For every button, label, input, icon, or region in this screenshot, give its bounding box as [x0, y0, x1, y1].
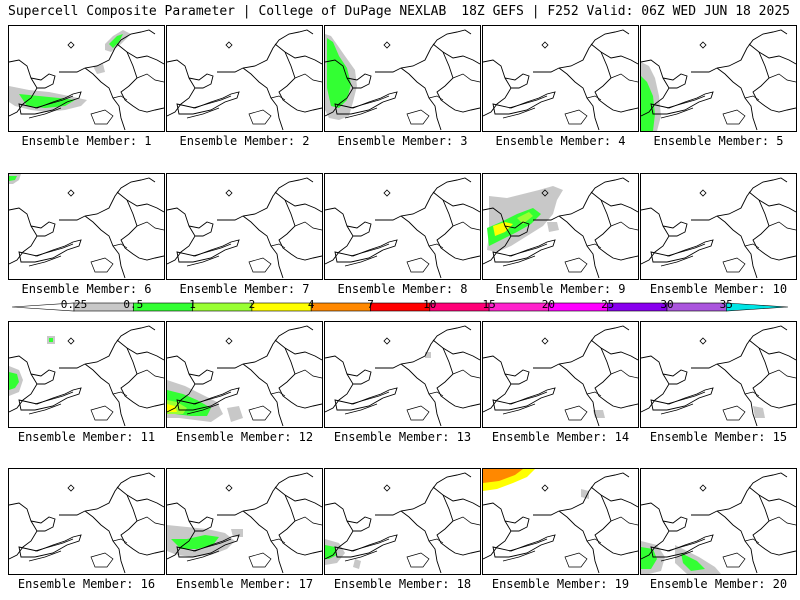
ensemble-member-label: Ensemble Member: 11	[17, 430, 156, 444]
color-scale-tick-label: 20	[541, 298, 556, 311]
map-basemap	[325, 177, 480, 279]
color-scale-arrow-right	[725, 302, 788, 312]
ensemble-member-map-13	[324, 321, 481, 428]
ensemble-member-map-15	[640, 321, 797, 428]
ensemble-member-label: Ensemble Member: 12	[175, 430, 314, 444]
color-scale-tick-label: 4	[307, 298, 315, 311]
color-scale-tick-label: 25	[601, 298, 615, 311]
ensemble-member-label: Ensemble Member: 4	[495, 134, 626, 148]
model-run-valid-time: 18Z GEFS | F252 Valid: 06Z WED JUN 18 20…	[461, 4, 790, 19]
ensemble-member-map-11	[8, 321, 165, 428]
ensemble-member-label: Ensemble Member: 10	[649, 282, 788, 296]
ensemble-member-label: Ensemble Member: 16	[17, 577, 156, 591]
ensemble-member-map-5	[640, 25, 797, 132]
color-scale-tick-label: 35	[719, 298, 733, 311]
color-scale-tick-label: 15	[482, 298, 496, 311]
ensemble-member-map-18	[324, 468, 481, 575]
color-scale-tick-label: 10	[423, 298, 437, 311]
color-scale-segment	[192, 302, 253, 312]
color-scale-bar	[12, 302, 788, 312]
color-scale-tick-label: 0.5	[123, 298, 144, 311]
color-scale-segment	[548, 302, 609, 312]
map-basemap	[483, 469, 638, 574]
ensemble-member-map-4	[482, 25, 639, 132]
ensemble-member-label: Ensemble Member: 18	[333, 577, 472, 591]
ensemble-member-label: Ensemble Member: 5	[653, 134, 784, 148]
map-basemap	[167, 29, 322, 131]
map-basemap	[641, 325, 796, 427]
ensemble-member-map-16	[8, 468, 165, 575]
map-basemap	[483, 177, 638, 279]
map-basemap	[641, 177, 796, 279]
color-scale-tick-label: 30	[660, 298, 674, 311]
color-scale-tick-label: 1	[189, 298, 196, 311]
color-scale-segment	[251, 302, 312, 312]
ensemble-member-label: Ensemble Member: 3	[337, 134, 468, 148]
map-basemap	[641, 472, 796, 574]
ensemble-member-map-8	[324, 173, 481, 280]
map-basemap	[9, 325, 164, 427]
ensemble-member-label: Ensemble Member: 1	[21, 134, 152, 148]
map-basemap	[325, 29, 480, 131]
ensemble-member-map-10	[640, 173, 797, 280]
map-basemap	[167, 325, 322, 427]
map-basemap	[641, 29, 796, 131]
color-scale-segment	[429, 302, 490, 312]
map-basemap	[9, 472, 164, 574]
ensemble-member-label: Ensemble Member: 9	[495, 282, 626, 296]
color-scale-tick-label: 7	[367, 298, 374, 311]
color-scale-segment	[607, 302, 668, 312]
ensemble-member-map-7	[166, 173, 323, 280]
color-scale-segment	[488, 302, 549, 312]
ensemble-member-label: Ensemble Member: 8	[337, 282, 468, 296]
ensemble-member-label: Ensemble Member: 2	[179, 134, 310, 148]
map-basemap	[9, 174, 164, 279]
ensemble-member-label: Ensemble Member: 17	[175, 577, 314, 591]
ensemble-member-map-9	[482, 173, 639, 280]
ensemble-member-map-12	[166, 321, 323, 428]
ensemble-member-label: Ensemble Member: 13	[333, 430, 472, 444]
ensemble-member-map-19	[482, 468, 639, 575]
map-basemap	[167, 472, 322, 574]
map-basemap	[483, 325, 638, 427]
map-basemap	[167, 177, 322, 279]
map-basemap	[325, 325, 480, 427]
ensemble-member-map-6	[8, 173, 165, 280]
ensemble-member-label: Ensemble Member: 6	[21, 282, 152, 296]
ensemble-member-label: Ensemble Member: 19	[491, 577, 630, 591]
ensemble-member-label: Ensemble Member: 7	[179, 282, 310, 296]
ensemble-member-label: Ensemble Member: 20	[649, 577, 788, 591]
page-title: Supercell Composite Parameter | College …	[8, 4, 447, 19]
color-scale-tick-label: 0.25	[60, 298, 88, 311]
color-scale-segment	[666, 302, 727, 312]
ensemble-member-label: Ensemble Member: 14	[491, 430, 630, 444]
map-basemap	[483, 29, 638, 131]
ensemble-member-map-2	[166, 25, 323, 132]
ensemble-member-map-17	[166, 468, 323, 575]
color-scale-tick-label: 2	[248, 298, 256, 311]
map-basemap	[9, 29, 164, 131]
color-scale-segment	[310, 302, 371, 312]
ensemble-member-map-14	[482, 321, 639, 428]
map-basemap	[325, 472, 480, 574]
ensemble-member-map-3	[324, 25, 481, 132]
ensemble-member-label: Ensemble Member: 15	[649, 430, 788, 444]
color-scale-segment	[370, 302, 431, 312]
ensemble-member-map-1	[8, 25, 165, 132]
ensemble-member-map-20	[640, 468, 797, 575]
